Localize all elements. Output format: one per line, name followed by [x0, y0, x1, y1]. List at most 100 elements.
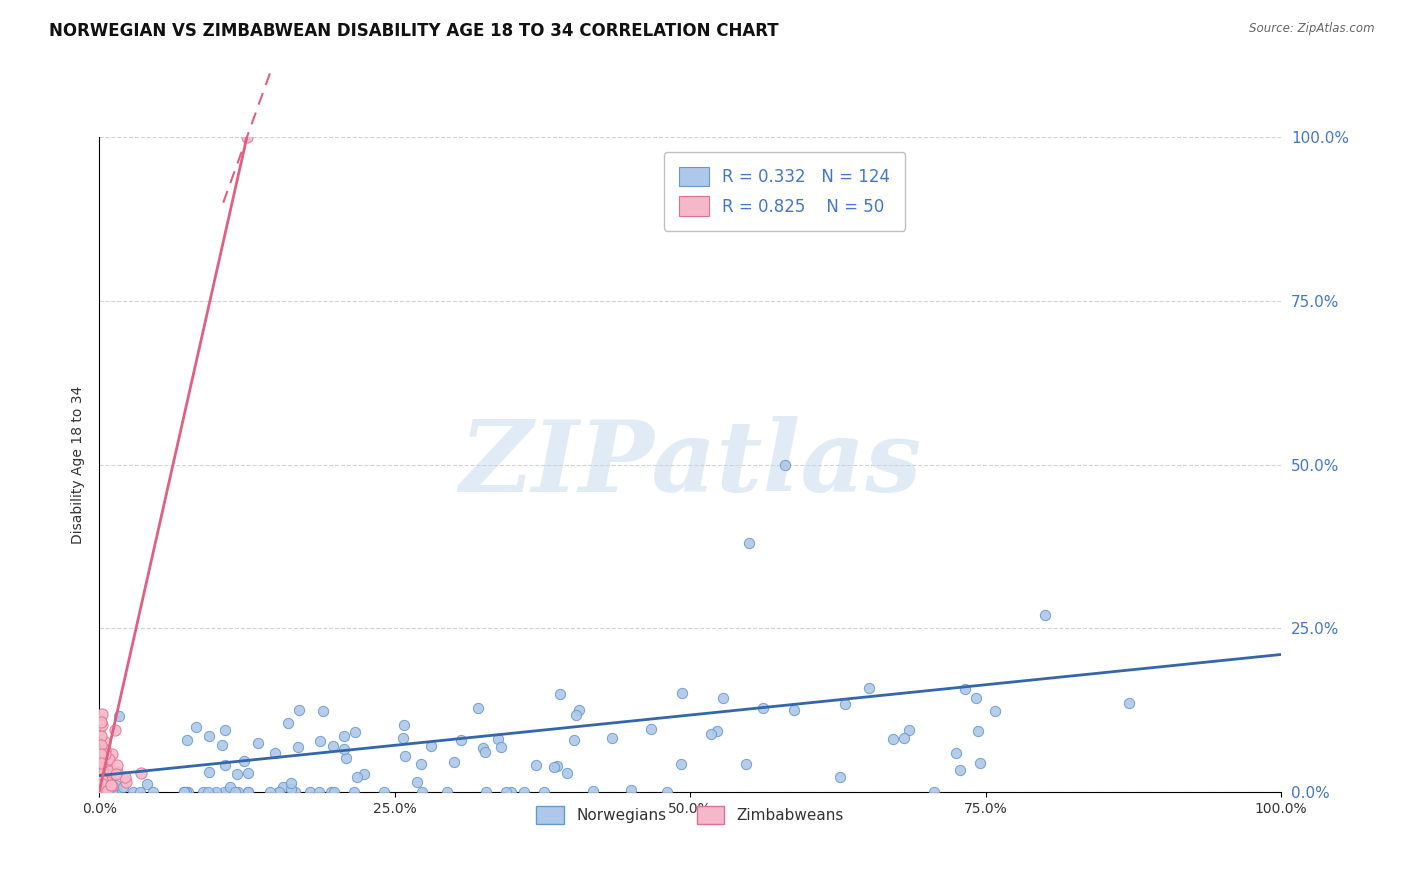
- Point: [94, 743, 117, 757]
- Point: [98, 764, 121, 779]
- Point: [103, 765, 125, 780]
- Point: [89, 784, 111, 798]
- Point: [333, 730, 356, 744]
- Point: [321, 785, 343, 799]
- Point: [197, 785, 219, 799]
- Point: [174, 785, 197, 799]
- Point: [298, 785, 321, 799]
- Point: [346, 771, 368, 785]
- Point: [232, 754, 254, 768]
- Point: [582, 784, 605, 798]
- Point: [965, 691, 987, 706]
- Point: [101, 747, 124, 761]
- Point: [97, 756, 120, 771]
- Point: [90, 754, 112, 768]
- Point: [308, 785, 330, 799]
- Point: [114, 770, 136, 784]
- Point: [105, 778, 128, 792]
- Point: [98, 752, 121, 766]
- Point: [90, 776, 112, 790]
- Point: [219, 780, 242, 795]
- Point: [100, 785, 122, 799]
- Point: [949, 763, 972, 777]
- Point: [830, 770, 852, 784]
- Point: [214, 723, 236, 737]
- Point: [136, 777, 159, 791]
- Point: [706, 723, 728, 738]
- Point: [269, 785, 291, 799]
- Point: [100, 778, 122, 792]
- Point: [565, 708, 588, 723]
- Point: [104, 723, 127, 737]
- Point: [323, 785, 346, 799]
- Point: [897, 723, 920, 737]
- Point: [173, 785, 195, 799]
- Point: [94, 734, 117, 748]
- Point: [411, 785, 433, 799]
- Point: [343, 785, 366, 799]
- Point: [264, 747, 287, 761]
- Point: [640, 722, 662, 736]
- Point: [751, 700, 773, 714]
- Point: [284, 785, 307, 799]
- Point: [443, 756, 465, 770]
- Point: [111, 780, 134, 795]
- Point: [247, 736, 270, 750]
- Point: [236, 785, 259, 799]
- Point: [90, 756, 112, 771]
- Point: [177, 785, 200, 799]
- Point: [568, 703, 591, 717]
- Point: [467, 701, 489, 715]
- Point: [193, 785, 215, 799]
- Point: [967, 724, 990, 739]
- Point: [90, 753, 112, 767]
- Point: [333, 742, 356, 756]
- Point: [548, 687, 571, 701]
- Point: [184, 720, 207, 734]
- Point: [105, 785, 128, 799]
- Point: [969, 756, 991, 770]
- Point: [101, 780, 124, 794]
- Text: Source: ZipAtlas.com: Source: ZipAtlas.com: [1250, 22, 1375, 36]
- Point: [834, 697, 856, 711]
- Point: [309, 734, 332, 748]
- Point: [93, 742, 115, 756]
- Point: [97, 778, 120, 792]
- Point: [738, 536, 761, 550]
- Point: [90, 714, 112, 729]
- Point: [173, 785, 195, 799]
- Point: [89, 774, 111, 789]
- Point: [214, 758, 236, 772]
- Point: [271, 780, 294, 794]
- Point: [93, 774, 115, 789]
- Point: [353, 767, 375, 781]
- Point: [96, 784, 118, 798]
- Point: [475, 785, 498, 799]
- Point: [671, 685, 693, 699]
- Point: [198, 765, 221, 780]
- Point: [108, 708, 131, 723]
- Point: [669, 756, 692, 771]
- Point: [955, 681, 977, 696]
- Point: [90, 772, 112, 787]
- Point: [176, 733, 198, 747]
- Point: [783, 703, 806, 717]
- Point: [90, 750, 112, 764]
- Point: [288, 702, 311, 716]
- Legend: Norwegians, Zimbabweans: Norwegians, Zimbabweans: [530, 800, 851, 830]
- Point: [277, 715, 299, 730]
- Point: [882, 731, 904, 746]
- Point: [489, 740, 512, 755]
- Point: [555, 765, 578, 780]
- Point: [90, 729, 112, 743]
- Point: [94, 783, 117, 797]
- Point: [259, 785, 281, 799]
- Point: [564, 733, 586, 747]
- Point: [94, 772, 117, 786]
- Point: [104, 766, 127, 780]
- Point: [89, 783, 111, 797]
- Point: [90, 765, 112, 780]
- Point: [486, 732, 509, 747]
- Point: [924, 785, 946, 799]
- Point: [90, 750, 112, 764]
